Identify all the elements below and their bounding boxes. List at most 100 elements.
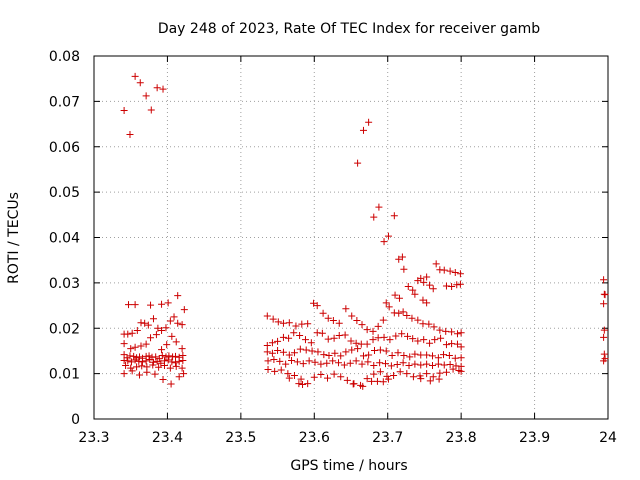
data-point <box>390 212 398 220</box>
data-point <box>348 346 356 354</box>
data-point <box>126 130 134 138</box>
data-point <box>363 326 371 334</box>
data-point <box>304 320 312 328</box>
y-tick-label: 0 <box>71 412 80 428</box>
data-point <box>124 357 132 365</box>
data-point <box>451 268 459 276</box>
data-point <box>417 361 425 369</box>
data-point <box>358 321 366 329</box>
data-point <box>342 305 350 313</box>
data-point <box>349 380 357 388</box>
data-point <box>457 367 465 375</box>
data-point <box>370 361 378 369</box>
data-point <box>335 359 343 367</box>
data-point <box>162 324 170 332</box>
data-point <box>417 375 425 383</box>
data-point <box>423 351 431 359</box>
data-point <box>166 317 174 325</box>
data-point <box>165 352 173 360</box>
data-point <box>279 348 287 356</box>
grid <box>94 56 608 419</box>
data-point <box>453 340 461 348</box>
data-point <box>380 238 388 246</box>
data-point <box>136 79 144 87</box>
data-point <box>449 365 457 373</box>
data-point <box>124 330 132 338</box>
y-tick-label: 0.02 <box>49 321 80 337</box>
data-point <box>158 351 166 359</box>
data-point <box>359 352 367 360</box>
data-point <box>164 356 172 364</box>
data-point <box>302 346 310 354</box>
data-point <box>152 331 160 339</box>
data-point <box>363 340 371 348</box>
data-point <box>172 362 180 370</box>
data-point <box>373 377 381 385</box>
data-point <box>440 351 448 359</box>
data-point <box>178 345 186 353</box>
data-point <box>122 361 130 369</box>
y-axis-label: ROTI / TECUs <box>6 192 22 284</box>
data-point <box>160 361 168 369</box>
data-point <box>400 351 408 359</box>
data-point <box>365 351 373 359</box>
data-point <box>270 356 278 364</box>
y-tick-label: 0.04 <box>49 231 80 247</box>
data-point <box>154 324 162 332</box>
data-point <box>392 332 400 340</box>
data-point <box>299 360 307 368</box>
data-point <box>324 335 332 343</box>
data-point <box>296 332 304 340</box>
data-point <box>369 327 377 335</box>
data-point <box>600 350 608 358</box>
data-point <box>128 329 136 337</box>
x-tick-label: 23.8 <box>446 430 477 446</box>
data-point <box>153 357 161 365</box>
data-point <box>352 339 360 347</box>
data-point <box>282 360 290 368</box>
data-point <box>324 374 332 382</box>
data-point <box>420 336 428 344</box>
data-point <box>370 213 378 221</box>
data-point <box>409 335 417 343</box>
data-point <box>404 332 412 340</box>
data-point <box>313 302 321 310</box>
data-point <box>396 368 404 376</box>
data-point <box>346 359 354 367</box>
data-point <box>337 352 345 360</box>
data-point <box>152 353 160 361</box>
data-point <box>317 371 325 379</box>
data-point <box>451 354 459 362</box>
data-point <box>375 203 383 211</box>
data-point <box>409 373 417 381</box>
data-point <box>299 381 307 389</box>
data-point <box>382 360 390 368</box>
data-point <box>357 340 365 348</box>
data-point <box>310 299 318 307</box>
data-point <box>600 300 608 308</box>
data-point <box>128 367 136 375</box>
data-point <box>376 359 384 367</box>
data-point <box>342 348 350 356</box>
data-point <box>425 320 433 328</box>
data-point <box>432 260 440 268</box>
data-point <box>419 296 427 304</box>
data-point <box>423 273 431 281</box>
y-tick-label: 0.05 <box>49 185 80 201</box>
data-point <box>120 106 128 114</box>
data-point <box>394 349 402 357</box>
data-point <box>395 255 403 263</box>
data-point <box>384 232 392 240</box>
data-point <box>168 332 176 340</box>
data-point <box>382 347 390 355</box>
data-point <box>179 356 187 364</box>
data-point <box>354 345 362 353</box>
data-point <box>141 319 149 327</box>
data-point <box>446 267 454 275</box>
x-tick-label: 23.6 <box>299 430 330 446</box>
data-point <box>388 351 396 359</box>
data-point <box>600 326 608 334</box>
data-point <box>180 306 188 314</box>
data-point <box>293 358 301 366</box>
data-point <box>297 375 305 383</box>
